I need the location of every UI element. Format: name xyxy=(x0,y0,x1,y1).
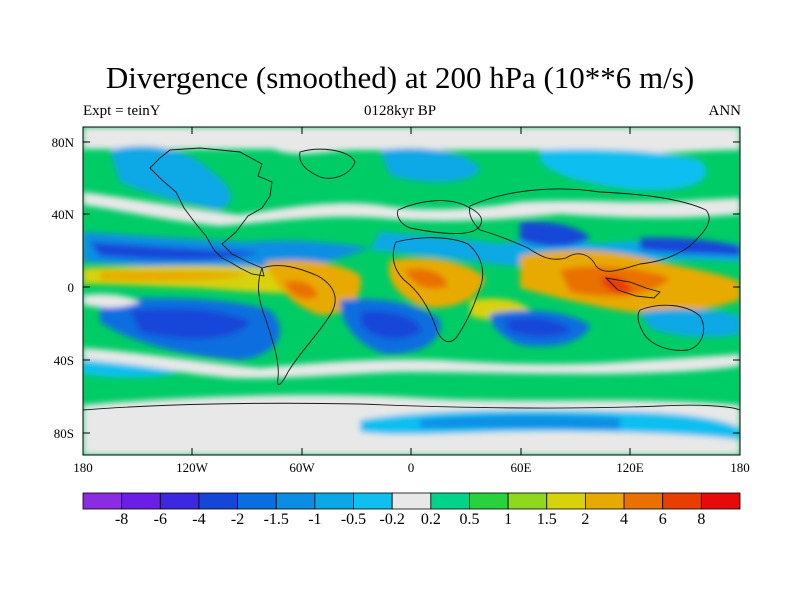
south-midlat-white-band xyxy=(83,348,740,379)
coastlines xyxy=(83,147,740,411)
colorbar-box xyxy=(623,492,664,510)
y-tick-label-80s: 80S xyxy=(53,426,74,441)
time-label: 0128kyr BP xyxy=(363,103,437,119)
x-tick-label-180w: 180 xyxy=(73,460,93,475)
greenland-outline xyxy=(299,148,356,179)
colorbar-label: -2 xyxy=(230,511,245,528)
colorbar-label: -0.2 xyxy=(379,511,405,528)
southern-ocean-band-core xyxy=(420,415,620,430)
australia-outline xyxy=(637,304,704,351)
indonesia-outline xyxy=(604,277,661,299)
asia-outline xyxy=(469,188,710,272)
x-tick-label-60w: 60W xyxy=(289,460,315,475)
colorbar-box xyxy=(121,492,161,510)
colorbar-box xyxy=(391,492,432,510)
colorbar-box xyxy=(700,492,741,510)
antarctica-outline xyxy=(83,402,740,411)
colorbar-box xyxy=(430,492,470,510)
y-tick-label-40n: 40N xyxy=(51,207,74,222)
x-tick-label-0: 0 xyxy=(407,460,415,475)
north-pacific-high-lat xyxy=(110,146,231,210)
colorbar-box xyxy=(198,492,238,510)
amazon-core xyxy=(285,280,318,299)
colorbar-box xyxy=(585,492,625,510)
colorbar-box xyxy=(469,492,509,510)
colorbar-box xyxy=(662,492,702,510)
colorbar-box xyxy=(237,492,277,510)
y-tick-label-0: 0 xyxy=(67,280,75,295)
arctic-band xyxy=(83,127,740,155)
north-pacific-core xyxy=(90,242,260,261)
colorbar-label: 4 xyxy=(620,511,629,528)
season-label: ANN xyxy=(708,103,742,119)
colorbar-box xyxy=(275,492,316,510)
colorbar-label: 0.5 xyxy=(459,511,480,528)
east-pacific-itcz-core xyxy=(100,270,250,282)
south-america-outline xyxy=(258,265,336,385)
colorbar-label: 8 xyxy=(697,511,706,528)
x-ticks xyxy=(191,127,631,455)
africa-outline xyxy=(392,237,484,342)
north-america-outline xyxy=(149,147,273,277)
y-tick-label-40s: 40S xyxy=(53,353,74,368)
south-pacific-core xyxy=(130,308,250,339)
southwest-pacific-band xyxy=(640,309,740,337)
colorbar-label: -0.5 xyxy=(340,511,367,528)
south-pacific-edge xyxy=(83,360,180,378)
colorbar-label: 1 xyxy=(504,511,513,528)
colorbar-label: -1.5 xyxy=(263,511,289,528)
africa-core xyxy=(405,268,448,289)
colorbar-label: -4 xyxy=(192,511,206,528)
colorbar-box xyxy=(507,492,548,510)
plot-title: Divergence (smoothed) at 200 hPa (10**6 … xyxy=(105,60,695,95)
colorbar-box xyxy=(353,492,393,510)
experiment-label: Expt = teinY xyxy=(83,103,161,119)
x-tick-label-120e: 120E xyxy=(616,460,644,475)
colorbar-box xyxy=(82,492,123,510)
colorbar-label: 0.2 xyxy=(420,511,441,528)
colorbar-label: 6 xyxy=(658,511,667,528)
colorbar-box xyxy=(159,492,200,510)
colorbar-label: -6 xyxy=(153,511,167,528)
colorbar-label: -1 xyxy=(308,511,322,528)
x-tick-label-120w: 120W xyxy=(176,460,208,475)
colorbar-box xyxy=(314,492,354,510)
colorbar-box xyxy=(546,492,586,510)
south-indian-core xyxy=(505,317,572,337)
equatorial-white-patch xyxy=(83,293,140,308)
northwest-pacific-core xyxy=(640,237,740,256)
y-tick-label-80n: 80N xyxy=(51,135,74,150)
europe-outline xyxy=(397,200,482,235)
siberia-high-lat xyxy=(540,149,707,191)
x-tick-label-180e: 180 xyxy=(730,460,750,475)
south-atlantic-core xyxy=(360,310,422,339)
colorbar-label: 2 xyxy=(581,511,590,528)
y-ticks xyxy=(83,141,740,434)
north-atlantic-high-lat xyxy=(380,148,480,182)
arabia-core xyxy=(520,221,590,247)
x-tick-label-60e: 60E xyxy=(510,460,532,475)
colorbar-label: 1.5 xyxy=(536,511,557,528)
colorbar-label: -8 xyxy=(114,511,129,528)
